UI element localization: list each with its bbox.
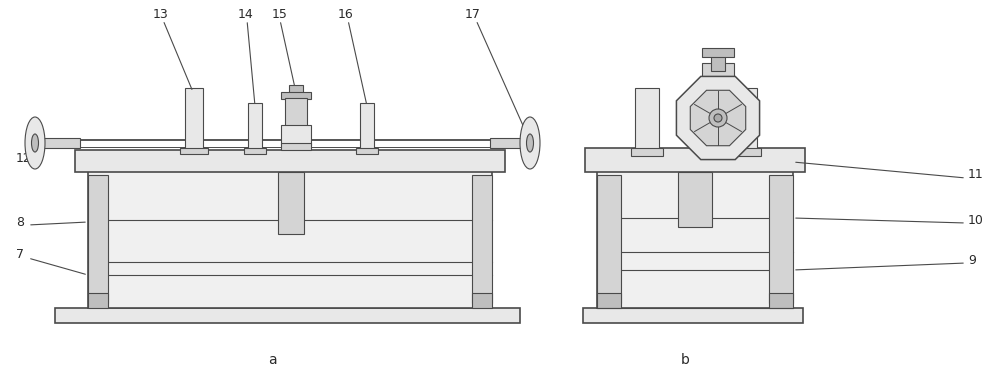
- Text: 16: 16: [338, 9, 354, 21]
- Bar: [88, 170, 492, 308]
- Bar: [180, 148, 208, 154]
- Bar: [281, 92, 311, 99]
- Polygon shape: [676, 76, 760, 159]
- Bar: [769, 293, 793, 308]
- Bar: [769, 175, 793, 303]
- Bar: [702, 48, 734, 57]
- Text: 15: 15: [272, 9, 288, 21]
- Bar: [88, 293, 108, 308]
- Bar: [356, 148, 378, 154]
- Text: 10: 10: [968, 214, 984, 226]
- Bar: [244, 148, 266, 154]
- Text: 8: 8: [16, 215, 24, 229]
- Bar: [711, 55, 725, 71]
- Bar: [490, 138, 530, 148]
- Bar: [702, 63, 734, 93]
- Bar: [733, 88, 757, 150]
- Ellipse shape: [526, 134, 534, 152]
- Text: 9: 9: [968, 253, 976, 267]
- Bar: [631, 148, 663, 156]
- Text: 14: 14: [238, 9, 254, 21]
- Bar: [597, 293, 621, 308]
- Bar: [729, 148, 761, 156]
- Ellipse shape: [32, 134, 38, 152]
- Text: 7: 7: [16, 249, 24, 261]
- Bar: [185, 88, 203, 152]
- Text: a: a: [268, 353, 276, 367]
- Bar: [248, 103, 262, 152]
- Bar: [597, 170, 793, 308]
- Bar: [35, 138, 80, 148]
- Bar: [75, 150, 505, 172]
- Bar: [278, 172, 304, 234]
- Bar: [360, 103, 374, 152]
- Bar: [285, 98, 307, 128]
- Circle shape: [709, 109, 727, 127]
- Bar: [585, 148, 805, 172]
- Bar: [281, 125, 311, 145]
- Bar: [635, 88, 659, 150]
- Bar: [472, 175, 492, 303]
- Text: 17: 17: [465, 9, 481, 21]
- Bar: [289, 85, 303, 93]
- Text: 13: 13: [153, 9, 169, 21]
- Bar: [281, 143, 311, 150]
- Ellipse shape: [520, 117, 540, 169]
- Bar: [472, 293, 492, 308]
- Circle shape: [714, 114, 722, 122]
- Bar: [583, 308, 803, 323]
- Text: 12: 12: [16, 152, 32, 165]
- Bar: [597, 175, 621, 303]
- Bar: [55, 308, 520, 323]
- Bar: [678, 172, 712, 227]
- Bar: [88, 175, 108, 303]
- Text: b: b: [681, 353, 689, 367]
- Ellipse shape: [25, 117, 45, 169]
- Polygon shape: [690, 90, 746, 146]
- Text: 11: 11: [968, 168, 984, 182]
